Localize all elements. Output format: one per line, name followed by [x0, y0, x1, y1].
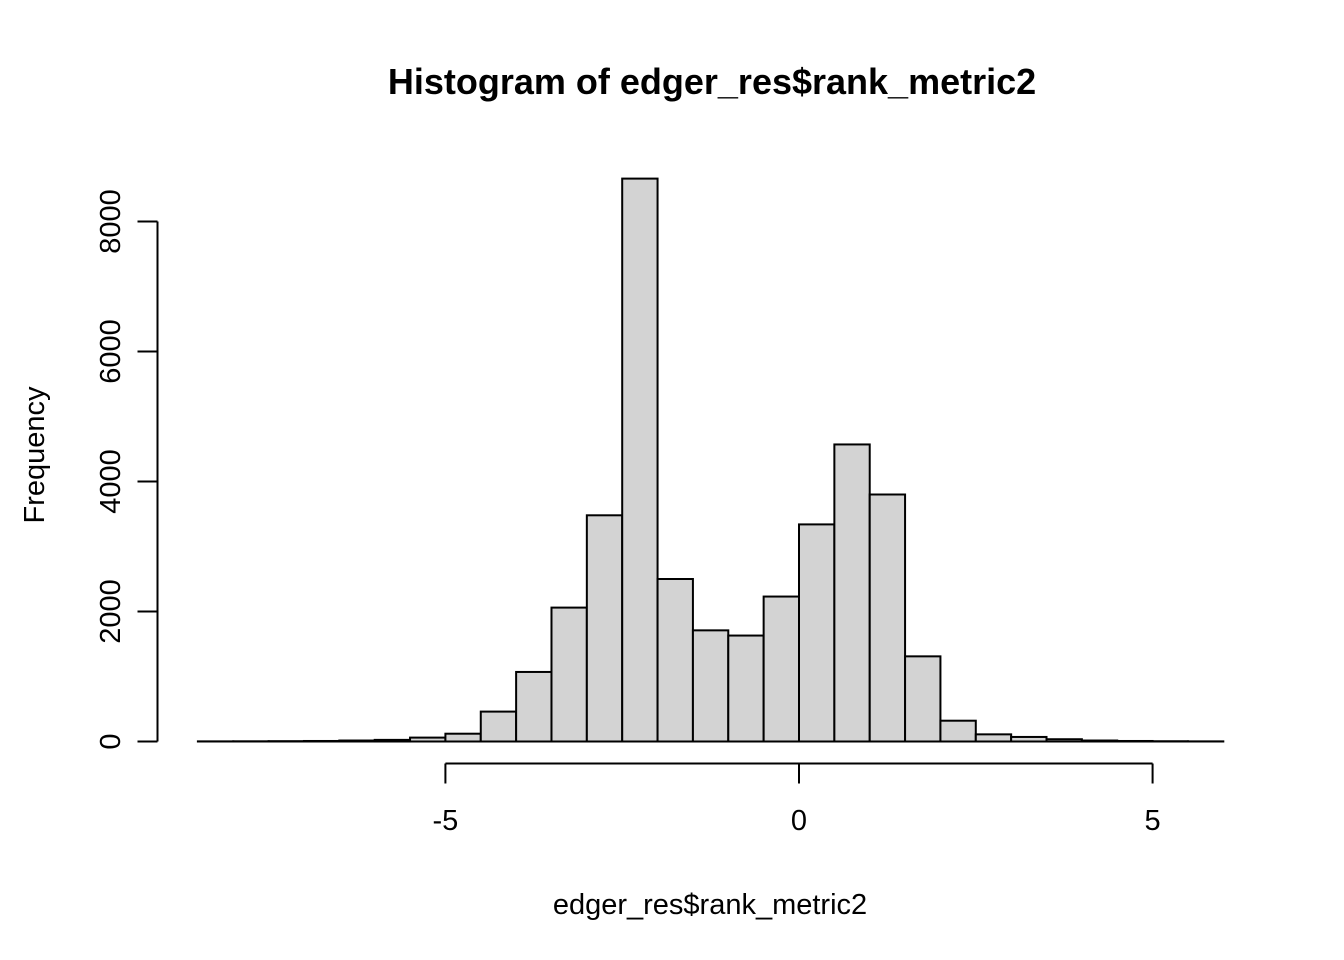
x-tick-label: -5	[433, 805, 459, 837]
histogram-bar	[479, 710, 518, 743]
histogram-bar	[550, 606, 588, 743]
histogram-bar	[444, 732, 482, 743]
x-tick-label: 0	[791, 805, 807, 837]
plot-title: Histogram of edger_res$rank_metric2	[388, 61, 1036, 102]
histogram-bar	[833, 443, 871, 743]
bars-group	[196, 177, 1225, 743]
x-axis: -5 0 5	[433, 762, 1161, 837]
y-tick-label: 6000	[95, 319, 127, 384]
histogram-bar	[974, 733, 1013, 743]
histogram-bar	[904, 655, 942, 743]
histogram-bar	[656, 578, 694, 743]
histogram-bar	[373, 738, 412, 743]
x-axis-label: edger_res$rank_metric2	[553, 889, 867, 921]
histogram-bar	[585, 514, 624, 743]
histogram-bar	[939, 719, 977, 743]
y-axis-label: Frequency	[19, 386, 51, 524]
histogram-bar	[1080, 739, 1119, 743]
y-tick-label: 4000	[95, 449, 127, 514]
y-tick-label: 2000	[95, 579, 127, 644]
histogram-bar	[1010, 735, 1048, 743]
histogram-bar	[798, 523, 836, 743]
y-tick-label: 0	[95, 733, 127, 749]
x-tick-label: 5	[1145, 805, 1161, 837]
histogram-bar	[515, 670, 553, 743]
histogram-bar	[621, 177, 659, 743]
histogram-bar	[762, 595, 801, 743]
histogram-bar	[727, 634, 765, 743]
histogram-bar	[302, 739, 341, 743]
histogram-bar	[868, 493, 907, 743]
histogram-bar	[691, 629, 730, 743]
histogram-bar	[338, 739, 376, 743]
histogram-bar	[1116, 739, 1154, 743]
y-tick-label: 8000	[95, 189, 127, 254]
histogram-bar	[409, 736, 447, 743]
y-axis: 0 2000 4000 6000 8000	[95, 189, 159, 750]
histogram-bar	[1045, 738, 1083, 743]
